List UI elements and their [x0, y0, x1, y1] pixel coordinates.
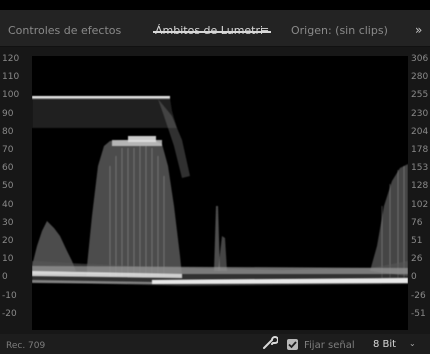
lock-signal-checkbox[interactable]: [287, 339, 298, 350]
bit-depth-value: 8 Bit: [373, 339, 397, 350]
left-scale-tick: 50: [2, 181, 14, 192]
left-scale-tick: 70: [2, 145, 14, 155]
checkmark-icon: [288, 341, 297, 349]
right-scale-tick: 76: [411, 217, 423, 228]
left-scale-tick: 110: [2, 72, 20, 83]
panel-tab-bar: Controles de efectos Ámbitos de Lumetri …: [0, 10, 430, 47]
bit-depth-select[interactable]: 8 Bit ⌄: [373, 339, 419, 354]
right-scale-tick: 306: [411, 54, 429, 64]
left-scale-tick: 60: [2, 163, 14, 174]
left-scale-tick: 0: [2, 272, 8, 283]
right-scale-tick: 51: [411, 236, 423, 246]
left-scale-tick: 80: [2, 126, 14, 137]
left-scale-tick: 40: [2, 199, 14, 210]
right-scale-tick: 230: [411, 108, 429, 119]
right-scale-tick: 102: [411, 199, 429, 210]
right-scale-tick: 178: [411, 145, 429, 155]
left-scale-tick: -10: [2, 290, 17, 301]
tab-effect-controls[interactable]: Controles de efectos: [8, 24, 122, 37]
wrench-icon[interactable]: [262, 336, 278, 350]
tab-source[interactable]: Origen: (sin clips): [291, 24, 388, 37]
left-scale-tick: -20: [2, 308, 17, 319]
waveform-highlight-band: [32, 96, 170, 99]
right-scale-tick: 280: [411, 72, 429, 83]
left-scale-tick: 120: [2, 54, 20, 64]
left-scale-tick: 90: [2, 108, 14, 119]
overflow-chevron-icon[interactable]: »: [415, 23, 423, 37]
right-scale-tick: 255: [411, 90, 429, 101]
hamburger-menu-icon[interactable]: ≡: [260, 24, 269, 37]
tab-lumetri-scopes[interactable]: Ámbitos de Lumetri: [155, 24, 263, 38]
right-scale-tick: 0: [411, 272, 417, 283]
right-scale-tick: 128: [411, 181, 429, 192]
window-top-bar: [0, 0, 430, 10]
chevron-down-icon: ⌄: [409, 339, 416, 348]
right-scale-tick: -51: [411, 308, 426, 319]
scope-footer: [0, 334, 430, 354]
left-scale-tick: 20: [2, 236, 14, 246]
left-scale-tick: 100: [2, 90, 20, 101]
lock-signal-label: Fijar señal: [304, 340, 355, 351]
active-tab-underline: [153, 31, 271, 33]
left-scale-tick: 30: [2, 217, 14, 228]
right-scale-tick: 153: [411, 163, 429, 174]
luma-waveform: [32, 96, 408, 286]
right-scale-tick: -26: [411, 290, 426, 301]
color-space-label[interactable]: Rec. 709: [6, 341, 46, 351]
right-scale-tick: 26: [411, 254, 423, 265]
right-scale-tick: 204: [411, 126, 429, 137]
left-scale-tick: 10: [2, 254, 14, 265]
